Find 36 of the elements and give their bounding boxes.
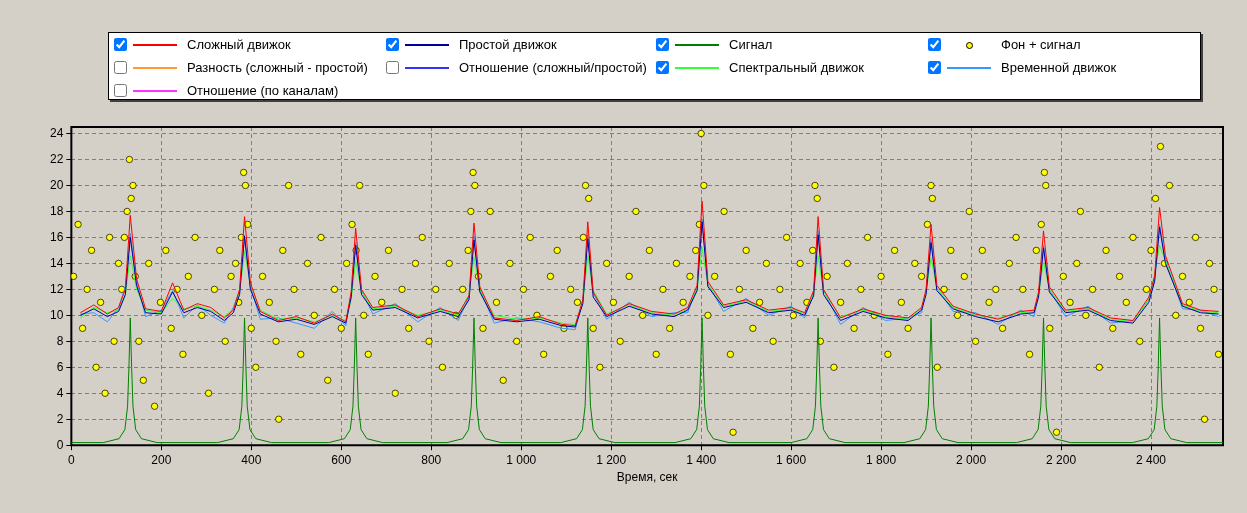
x-tick-label: 600 [331,452,352,467]
legend-label: Простой движок [459,37,557,52]
y-tick-label: 20 [49,177,64,192]
x-tick-label: 1 400 [686,452,717,467]
x-tick-label: 1 000 [506,452,537,467]
legend-label: Временной движок [1001,60,1117,75]
legend-label: Отношение (по каналам) [187,83,339,98]
y-tick-label: 0 [56,437,64,452]
x-tick-label: 2 400 [1136,452,1167,467]
x-tick-label: 2 000 [956,452,987,467]
y-tick-label: 12 [49,281,64,296]
y-tick-label: 10 [49,307,64,322]
y-tick-label: 8 [56,333,64,348]
x-tick-label: 1 600 [776,452,807,467]
x-tick-label: 200 [151,452,172,467]
x-tick-label: 2 200 [1046,452,1077,467]
y-tick-label: 2 [56,411,64,426]
legend-label: Фон + сигнал [1001,37,1081,52]
x-axis-title: Время, сек [616,470,679,485]
x-tick-label: 1 200 [596,452,627,467]
legend-label: Отношение (сложный/простой) [459,60,647,75]
legend-label: Спектральный движок [729,60,865,75]
y-tick-label: 22 [49,151,64,166]
y-tick-label: 4 [56,385,64,400]
legend-label: Сигнал [729,37,773,52]
x-tick-label: 1 800 [866,452,897,467]
x-tick-label: 0 [68,452,75,467]
y-tick-label: 18 [49,203,64,218]
y-tick-label: 24 [49,125,64,140]
legend-label: Сложный движок [187,37,291,52]
x-tick-label: 400 [241,452,262,467]
legend-label: Разность (сложный - простой) [187,60,368,75]
y-tick-label: 14 [49,255,64,270]
y-tick-label: 6 [56,359,64,374]
x-tick-label: 800 [421,452,442,467]
y-tick-label: 16 [49,229,64,244]
